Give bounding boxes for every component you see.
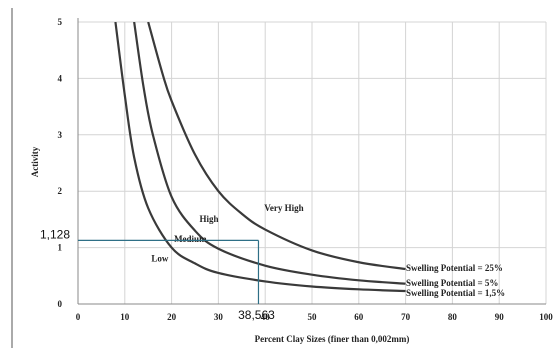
- zone-label-medium: Medium: [174, 234, 207, 244]
- x-axis-title: Percent Clay Sizes (finer than 0,002mm): [255, 334, 410, 344]
- y-tick-label: 4: [58, 73, 63, 83]
- x-tick-label: 40: [261, 312, 271, 322]
- x-tick-label: 60: [354, 312, 364, 322]
- swelling-potential-label: Swelling Potential = 1,5%: [406, 288, 505, 298]
- x-tick-label: 50: [308, 312, 318, 322]
- y-tick-label: 2: [58, 186, 63, 196]
- y-axis-title: Activity: [30, 146, 40, 177]
- x-tick-label: 10: [120, 312, 130, 322]
- x-tick-label: 0: [76, 312, 81, 322]
- x-tick-label: 90: [495, 312, 505, 322]
- x-tick-label: 80: [448, 312, 458, 322]
- swelling-potential-label: Swelling Potential = 5%: [406, 278, 498, 288]
- y-tick-label: 1: [58, 243, 63, 253]
- zone-label-low: Low: [151, 254, 169, 264]
- y-tick-label: 5: [58, 17, 63, 27]
- x-tick-label: 100: [539, 312, 553, 322]
- zone-label-very-high: Very High: [264, 203, 303, 213]
- x-tick-label: 30: [214, 312, 224, 322]
- x-tick-label: 70: [401, 312, 411, 322]
- swelling-potential-label: Swelling Potential = 25%: [406, 263, 503, 273]
- annotation-x-value: 38,563: [238, 308, 275, 322]
- annotation-y-value: 1,128: [40, 227, 70, 241]
- y-tick-label: 0: [58, 299, 63, 309]
- y-tick-label: 3: [58, 130, 63, 140]
- swelling-curve-2: [133, 22, 406, 285]
- swelling-curve-3: [147, 22, 406, 271]
- swelling-curve-1: [114, 22, 406, 293]
- x-tick-label: 20: [167, 312, 177, 322]
- zone-label-high: High: [200, 214, 219, 224]
